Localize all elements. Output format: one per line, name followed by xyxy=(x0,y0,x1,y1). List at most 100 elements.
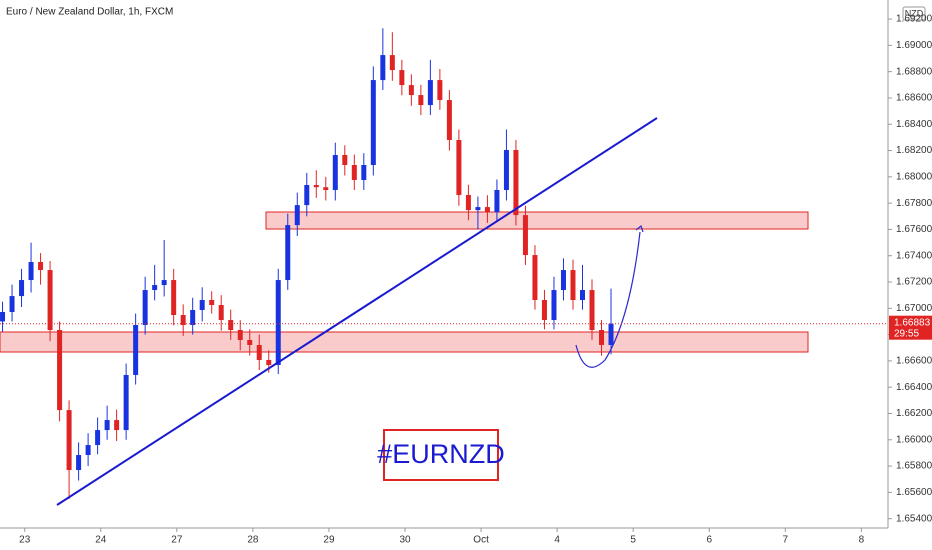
currency-label: NZD xyxy=(905,8,924,18)
y-tick-label: 1.67400 xyxy=(896,250,932,261)
x-tick-label: 27 xyxy=(171,535,183,546)
candle-body xyxy=(85,445,91,456)
chart-title: Euro / New Zealand Dollar, 1h, FXCM xyxy=(6,7,173,18)
candle-body xyxy=(532,255,538,301)
candle-body xyxy=(228,320,234,330)
candle-body xyxy=(418,95,424,106)
candle-body xyxy=(209,300,215,306)
candle-body xyxy=(513,150,519,216)
candle-body xyxy=(389,55,395,71)
candle-body xyxy=(95,430,101,446)
candle-body xyxy=(199,300,205,311)
symbol-label: #EURNZD xyxy=(377,439,505,469)
candle-body xyxy=(104,420,110,431)
candle-body xyxy=(541,300,547,321)
candle-body xyxy=(551,290,557,321)
candle-body xyxy=(9,296,15,312)
y-tick-label: 1.69000 xyxy=(896,40,932,51)
y-tick-label: 1.65400 xyxy=(896,513,932,524)
candle-body xyxy=(579,290,585,301)
candle-body xyxy=(599,330,605,345)
candle-body xyxy=(351,165,357,180)
candle-body xyxy=(190,310,196,326)
y-tick-label: 1.68200 xyxy=(896,145,932,156)
y-tick-label: 1.67800 xyxy=(896,198,932,209)
candle-body xyxy=(608,323,614,345)
candle-body xyxy=(304,184,310,206)
candle-body xyxy=(76,455,82,471)
candle-body xyxy=(247,339,253,345)
candle-body xyxy=(361,165,367,180)
y-tick-label: 1.68400 xyxy=(896,119,932,130)
candle-body xyxy=(171,280,177,316)
candle-body xyxy=(123,374,129,431)
y-tick-label: 1.69200 xyxy=(896,14,932,25)
trendline xyxy=(56,117,658,506)
candle-body xyxy=(19,280,25,297)
candle-body xyxy=(256,344,262,360)
candle-body xyxy=(294,205,300,226)
x-tick-label: 24 xyxy=(95,535,107,546)
y-tick-label: 1.66000 xyxy=(896,434,932,445)
candle-body xyxy=(589,290,595,330)
countdown-label: 29:55 xyxy=(894,328,919,339)
candle-body xyxy=(313,184,319,188)
candle-body xyxy=(370,80,376,165)
x-tick-label: Oct xyxy=(473,535,489,546)
candle-body xyxy=(560,270,566,291)
symbol-box xyxy=(383,429,499,481)
x-tick-label: 6 xyxy=(706,535,712,546)
candle-body xyxy=(399,70,405,86)
projection-arrow xyxy=(575,231,641,368)
candle-body xyxy=(570,270,576,301)
candle-body xyxy=(133,325,139,375)
y-tick-label: 1.67200 xyxy=(896,277,932,288)
candle-body xyxy=(408,85,414,96)
last-price-box xyxy=(889,315,932,340)
x-tick-label: 23 xyxy=(19,535,31,546)
candle-body xyxy=(114,420,120,431)
candle-body xyxy=(266,359,272,365)
x-tick-label: 5 xyxy=(630,535,636,546)
y-tick-label: 1.67000 xyxy=(896,303,932,314)
support-zone xyxy=(0,331,809,353)
x-tick-label: 28 xyxy=(247,535,259,546)
x-tick-label: 30 xyxy=(399,535,411,546)
candle-body xyxy=(28,262,34,281)
candle-body xyxy=(427,80,433,106)
candle-body xyxy=(38,262,44,271)
resistance-zone xyxy=(265,211,809,230)
candle-body xyxy=(180,315,186,326)
candle-body xyxy=(47,270,53,330)
candle-body xyxy=(142,290,148,326)
y-tick-label: 1.68600 xyxy=(896,93,932,104)
candle-body xyxy=(218,305,224,321)
last-price-label: 1.66883 xyxy=(894,317,931,328)
y-tick-label: 1.66600 xyxy=(896,356,932,367)
y-tick-label: 1.65600 xyxy=(896,487,932,498)
candle-body xyxy=(465,194,471,211)
y-tick-label: 1.68000 xyxy=(896,171,932,182)
candles xyxy=(0,28,614,499)
y-tick-label: 1.65800 xyxy=(896,461,932,472)
zones xyxy=(0,211,809,353)
x-tick-label: 7 xyxy=(783,535,789,546)
candle-body xyxy=(380,55,386,81)
x-tick-label: 29 xyxy=(323,535,335,546)
candle-body xyxy=(342,155,348,165)
candle-body xyxy=(437,80,443,101)
candle-body xyxy=(494,189,500,213)
y-tick-label: 1.66400 xyxy=(896,382,932,393)
candle-body xyxy=(456,140,462,195)
candle-body xyxy=(475,207,481,211)
x-tick-label: 8 xyxy=(859,535,865,546)
y-tick-label: 1.68800 xyxy=(896,66,932,77)
candle-body xyxy=(152,285,158,291)
currency-box xyxy=(902,6,926,21)
candle-body xyxy=(522,215,528,256)
candle-body xyxy=(161,280,167,286)
candle-body xyxy=(332,155,338,190)
candle-body xyxy=(484,207,490,213)
candle-body xyxy=(275,280,281,365)
candle-body xyxy=(503,150,509,190)
